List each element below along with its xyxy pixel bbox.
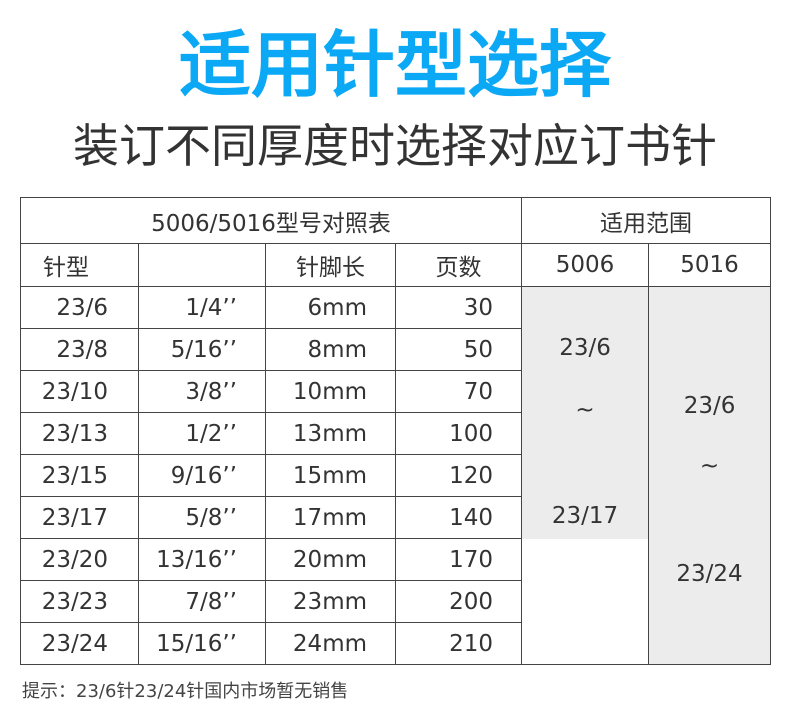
leg-length: 8mm — [265, 328, 396, 371]
leg-length: 6mm — [265, 286, 396, 329]
inch-size: 5/8’’ — [138, 496, 266, 539]
page-count: 50 — [394, 328, 523, 371]
inch-size: 1/2’’ — [138, 412, 266, 455]
col-header-5006: 5006 — [521, 243, 650, 287]
range-5006: 23/6 ~23/17 — [521, 286, 650, 665]
page-count: 30 — [394, 286, 523, 329]
staple-type: 23/13 — [20, 412, 139, 455]
page-title: 适用针型选择 — [178, 23, 611, 107]
staple-type: 23/17 — [20, 496, 139, 539]
table-row: 23/20 13/16’’ 20mm 170 — [20, 538, 771, 581]
inch-size: 9/16’’ — [138, 454, 266, 497]
range-5016-sep: ~ — [699, 453, 720, 479]
page-count: 70 — [394, 370, 523, 413]
range-5006-sep: ~ — [575, 397, 595, 423]
page-count: 210 — [394, 622, 523, 665]
page-count: 140 — [394, 496, 523, 539]
range-5006-to: 23/17 — [551, 503, 619, 529]
range-5006-from: 23/6 — [559, 335, 611, 361]
inch-size: 15/16’’ — [138, 622, 266, 665]
table-row: 23/10 3/8’’ 10mm 70 — [20, 370, 771, 413]
page-count: 170 — [394, 538, 523, 581]
range-header: 适用范围 — [521, 197, 772, 244]
page-subtitle: 装订不同厚度时选择对应订书针 — [73, 119, 717, 173]
page-count: 120 — [394, 454, 523, 497]
table-row: 23/15 9/16’’ 15mm 120 — [20, 454, 771, 497]
leg-length: 23mm — [265, 580, 396, 623]
range-5016: 23/6 ~23/24 — [648, 286, 772, 665]
leg-length: 10mm — [265, 370, 396, 413]
leg-length: 20mm — [265, 538, 396, 581]
staple-type: 23/20 — [20, 538, 139, 581]
table-row: 23/17 5/8’’ 17mm 140 — [20, 496, 771, 539]
table-row: 23/13 1/2’’ 13mm 100 — [20, 412, 771, 455]
col-header-pages: 页数 — [394, 243, 523, 287]
range-5006-fill — [522, 287, 649, 539]
group-header: 5006/5016型号对照表 — [19, 197, 523, 244]
col-header-leg-length: 针脚长 — [265, 243, 396, 287]
table-row: 23/24 15/16’’ 24mm 210 — [20, 622, 771, 665]
range-5016-from: 23/6 — [683, 393, 736, 419]
staple-type: 23/15 — [20, 454, 139, 497]
footer-note: 提示：23/6针23/24针国内市场暂无销售 — [22, 681, 349, 702]
col-header-inch — [138, 243, 266, 287]
table-row: 23/23 7/8’’ 23mm 200 — [20, 580, 771, 623]
staple-type: 23/10 — [20, 370, 139, 413]
staple-type: 23/24 — [20, 622, 139, 665]
staple-type: 23/23 — [20, 580, 139, 623]
page-count: 200 — [394, 580, 523, 623]
inch-size: 5/16’’ — [138, 328, 266, 371]
staple-type: 23/8 — [20, 328, 139, 371]
leg-length: 13mm — [265, 412, 396, 455]
col-header-type: 针型 — [20, 243, 139, 287]
leg-length: 17mm — [265, 496, 396, 539]
page-count: 100 — [394, 412, 523, 455]
staple-type: 23/6 — [20, 286, 139, 329]
inch-size: 1/4’’ — [138, 286, 266, 329]
leg-length: 15mm — [265, 454, 396, 497]
inch-size: 3/8’’ — [138, 370, 266, 413]
leg-length: 24mm — [265, 622, 396, 665]
range-5016-to: 23/24 — [676, 561, 743, 587]
inch-size: 13/16’’ — [138, 538, 266, 581]
staple-comparison-table: 5006/5016型号对照表 适用范围 针型 针脚长 页数 5006 5016 … — [19, 197, 772, 665]
inch-size: 7/8’’ — [138, 580, 266, 623]
col-header-5016: 5016 — [648, 243, 772, 287]
table-row: 23/6 1/4’’ 6mm 30 23/6 ~23/17 23/6 ~23/24 — [20, 286, 772, 665]
